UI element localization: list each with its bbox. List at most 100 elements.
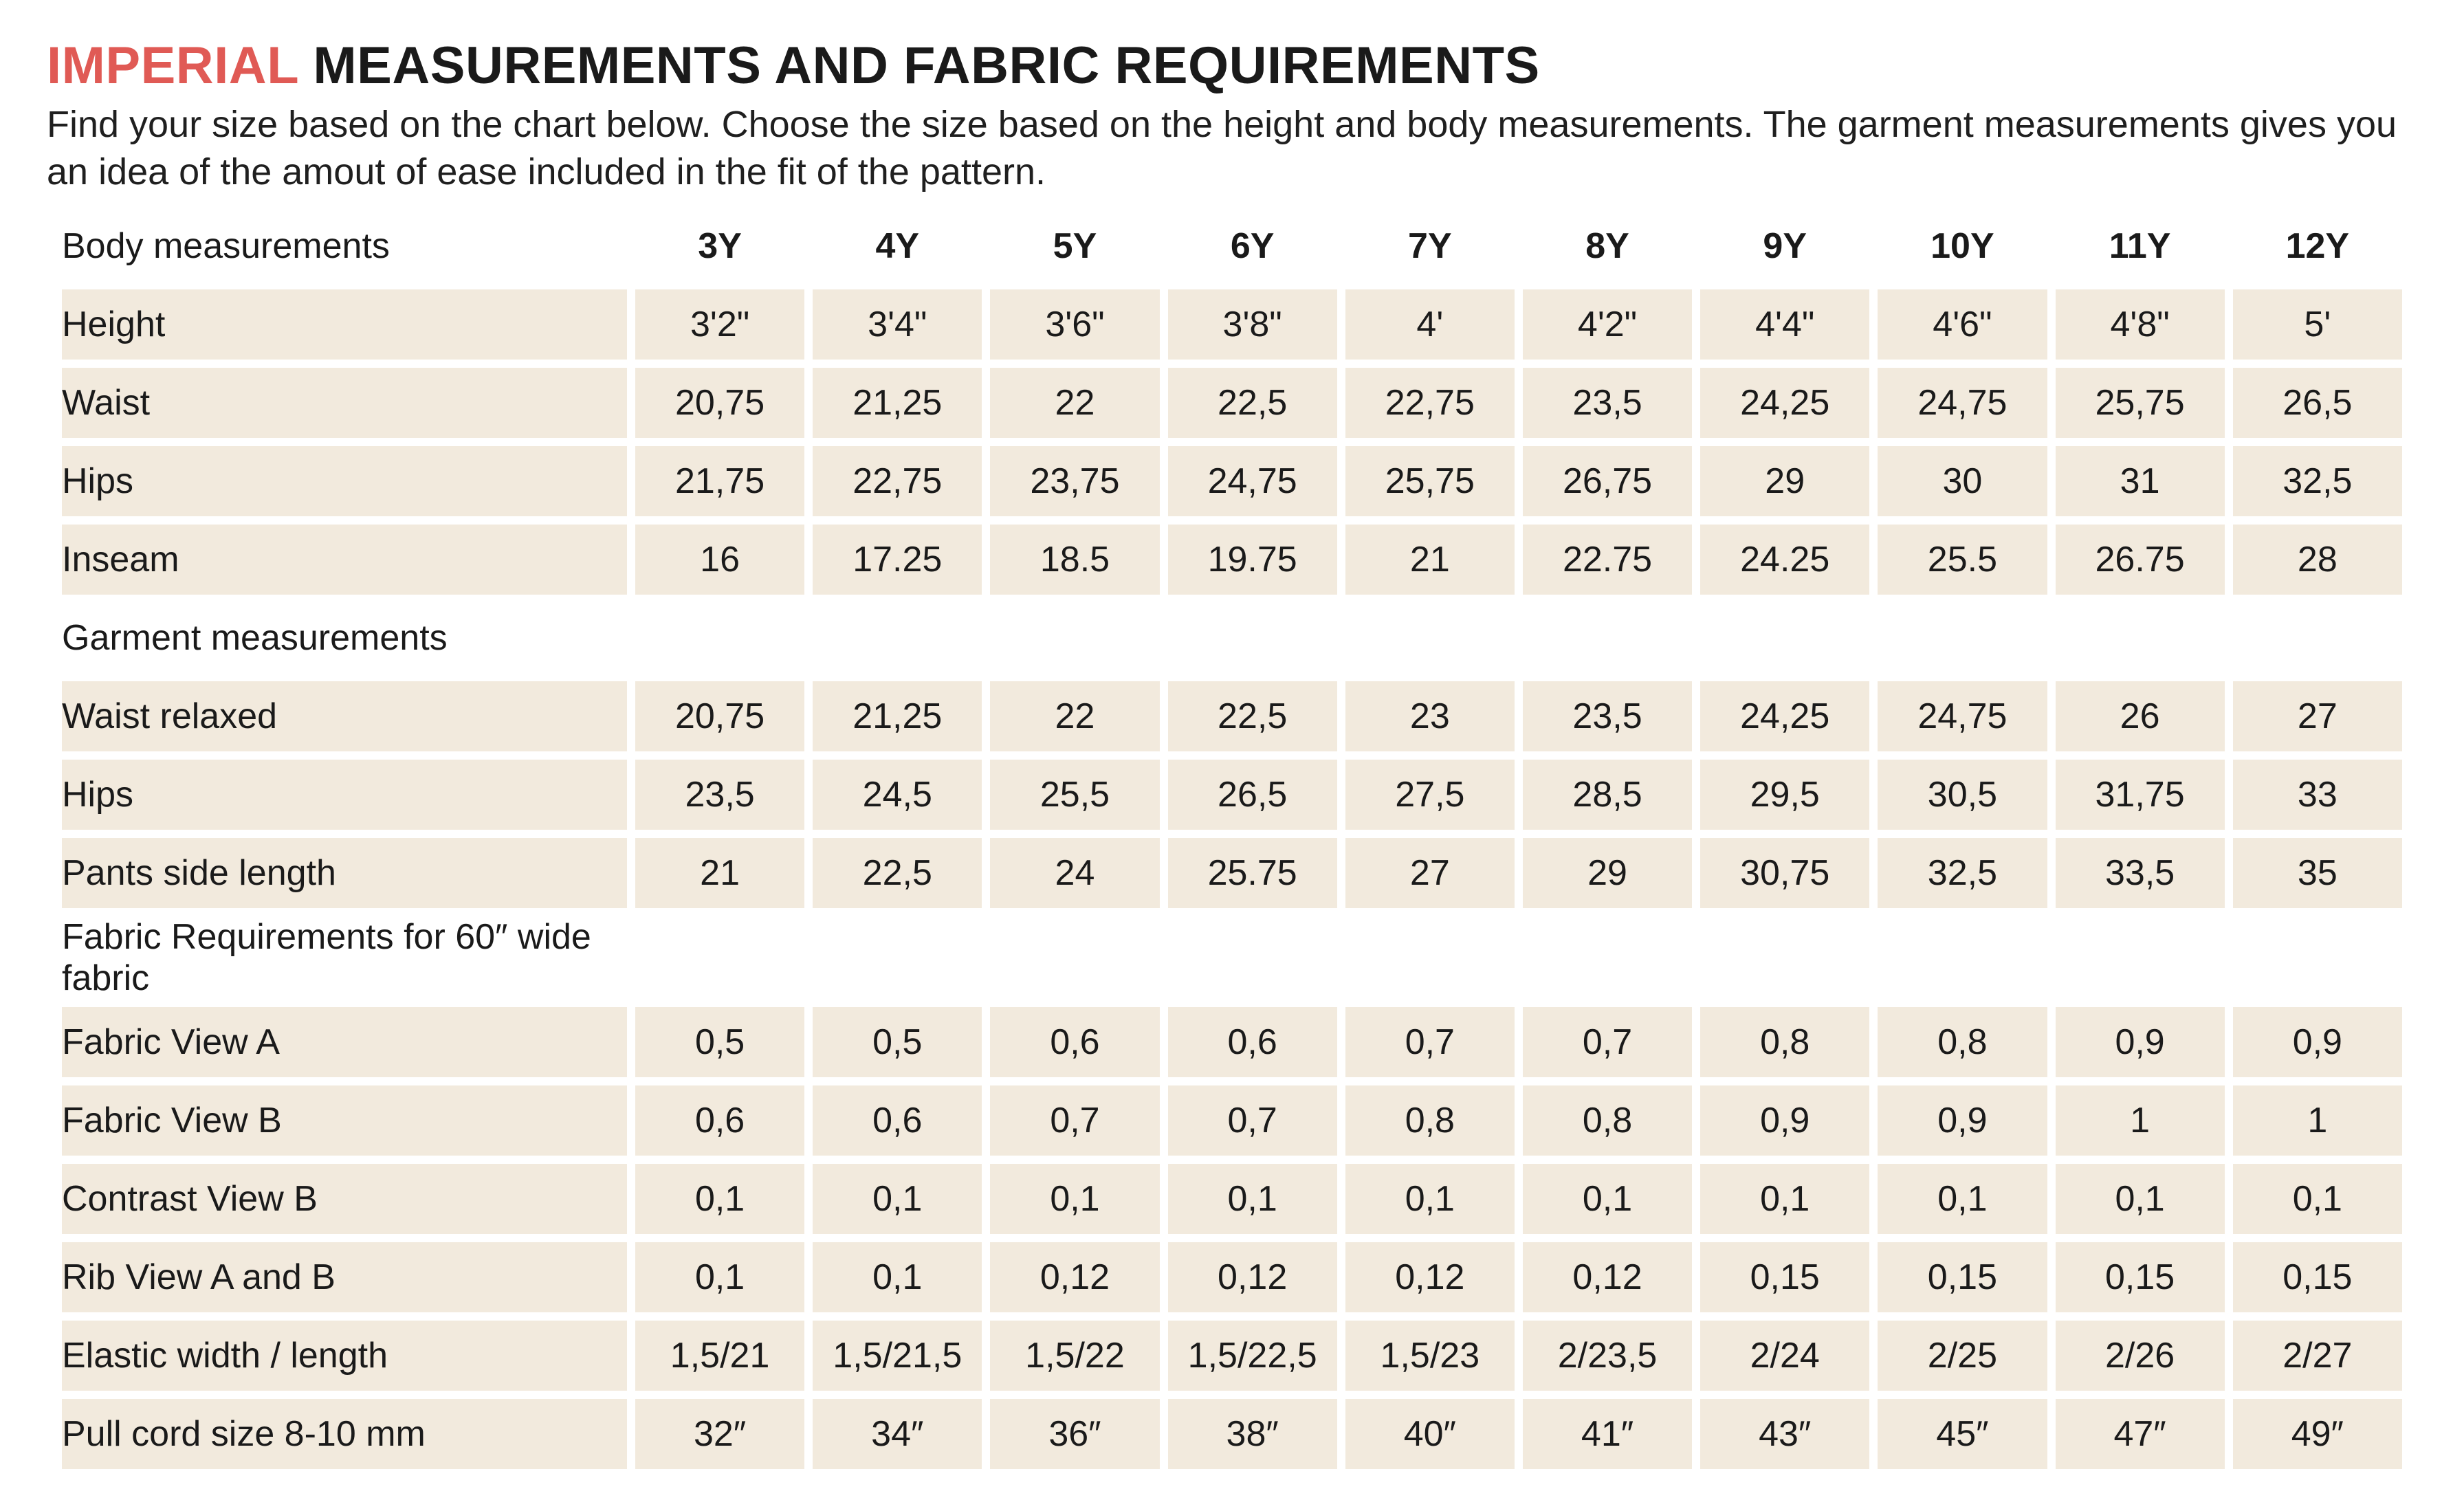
table-cell: 23	[1345, 681, 1515, 751]
row-label: Inseam	[62, 525, 627, 595]
section-heading: Fabric Requirements for 60″ wide fabric	[62, 917, 591, 998]
table-cell: 3'8"	[1167, 289, 1337, 360]
size-header: 9Y	[1763, 226, 1807, 266]
section-heading: Body measurements	[62, 226, 390, 266]
table-cell: 21	[635, 838, 805, 908]
table-cell: 3'2"	[635, 289, 805, 360]
table-cell: 40″	[1345, 1399, 1515, 1469]
table-cell: 0,8	[1345, 1085, 1515, 1156]
table-cell: 30,75	[1700, 838, 1870, 908]
table-row: Pull cord size 8-10 mm 32″ 34″ 36″ 38″ 40″ 41″…	[62, 1399, 2402, 1469]
table-cell: 36″	[990, 1399, 1160, 1469]
table-cell: 0,7	[990, 1085, 1160, 1156]
table-row: Contrast View B 0,1 0,1 0,1 0,1 0,1 0,1 0,1 0,1 0…	[62, 1164, 2402, 1234]
table-cell: 24	[990, 838, 1160, 908]
table-cell: 0,1	[1522, 1164, 1693, 1234]
table-cell: 1,5/23	[1345, 1321, 1515, 1391]
size-header: 8Y	[1585, 226, 1629, 266]
empty-header-cell	[1878, 916, 2047, 999]
table-cell: 20,75	[635, 368, 805, 438]
row-label: Pants side length	[62, 838, 627, 908]
table-cell: 0,1	[635, 1242, 805, 1312]
size-chart-table: Body measurements 3Y 4Y 5Y 6Y 7Y 8Y 9Y 10Y 11Y 12Y…	[54, 203, 2410, 1477]
table-cell: 2/25	[1878, 1321, 2047, 1391]
table-cell: 43″	[1700, 1399, 1870, 1469]
table-cell: 32,5	[2232, 446, 2402, 516]
page-title: IMPERIAL MEASUREMENTS AND FABRIC REQUIRE…	[47, 36, 2426, 96]
table-cell: 0,7	[1167, 1085, 1337, 1156]
table-cell: 25,75	[2055, 368, 2225, 438]
table-cell: 4'	[1345, 289, 1515, 360]
table-cell: 0,8	[1878, 1007, 2047, 1077]
table-cell: 24.25	[1700, 525, 1870, 595]
table-cell: 4'4"	[1700, 289, 1870, 360]
table-cell: 21,75	[635, 446, 805, 516]
table-cell: 22	[990, 368, 1160, 438]
empty-header-cell	[1168, 603, 1337, 673]
table-cell: 3'6"	[990, 289, 1160, 360]
row-label: Contrast View B	[62, 1164, 627, 1234]
table-cell: 23,5	[1522, 368, 1693, 438]
empty-header-cell	[813, 603, 982, 673]
table-cell: 47″	[2055, 1399, 2225, 1469]
table-cell: 22,75	[813, 446, 982, 516]
table-cell: 0,1	[1345, 1164, 1515, 1234]
table-cell: 0,6	[635, 1085, 805, 1156]
row-label: Pull cord size 8-10 mm	[62, 1399, 627, 1469]
empty-header-cell	[2233, 603, 2402, 673]
size-header: 12Y	[2285, 226, 2350, 266]
table-cell: 26,75	[1522, 446, 1693, 516]
table-cell: 27	[2232, 681, 2402, 751]
table-cell: 29	[1522, 838, 1693, 908]
size-header: 11Y	[2109, 226, 2171, 266]
table-cell: 0,7	[1522, 1007, 1693, 1077]
table-cell: 33	[2232, 760, 2402, 830]
table-cell: 22,5	[813, 838, 982, 908]
table-row: Elastic width / length 1,5/21 1,5/21,5 1,5/…	[62, 1321, 2402, 1391]
table-cell: 30,5	[1878, 760, 2047, 830]
table-cell: 49″	[2232, 1399, 2402, 1469]
table-cell: 19.75	[1167, 525, 1337, 595]
table-row: Rib View A and B 0,1 0,1 0,12 0,12 0,12 0,12 0,…	[62, 1242, 2402, 1312]
section-heading: Garment measurements	[62, 618, 448, 658]
table-cell: 24,25	[1700, 368, 1870, 438]
table-cell: 27	[1345, 838, 1515, 908]
table-cell: 1,5/21	[635, 1321, 805, 1391]
empty-header-cell	[1700, 916, 1869, 999]
table-cell: 26	[2055, 681, 2225, 751]
table-row: Waist relaxed 20,75 21,25 22 22,5 23 23,5 24,25…	[62, 681, 2402, 751]
table-cell: 24,75	[1878, 368, 2047, 438]
table-cell: 0,12	[1522, 1242, 1693, 1312]
table-cell: 0,12	[1167, 1242, 1337, 1312]
row-label: Fabric View A	[62, 1007, 627, 1077]
table-cell: 23,75	[990, 446, 1160, 516]
table-row: Inseam 16 17.25 18.5 19.75 21 22.75 24.25 25.5 26…	[62, 525, 2402, 595]
row-label: Hips	[62, 760, 627, 830]
table-row: Fabric View B 0,6 0,6 0,7 0,7 0,8 0,8 0,9 0,9 1 1	[62, 1085, 2402, 1156]
table-cell: 5'	[2232, 289, 2402, 360]
table-cell: 0,12	[990, 1242, 1160, 1312]
table-cell: 26.75	[2055, 525, 2225, 595]
table-cell: 0,5	[635, 1007, 805, 1077]
empty-header-cell	[2056, 916, 2225, 999]
table-cell: 1,5/22,5	[1167, 1321, 1337, 1391]
table-row: Hips 23,5 24,5 25,5 26,5 27,5 28,5 29,5 30,5 31,7…	[62, 760, 2402, 830]
empty-header-cell	[1878, 603, 2047, 673]
table-cell: 4'6"	[1878, 289, 2047, 360]
empty-header-cell	[1345, 916, 1515, 999]
table-cell: 17.25	[813, 525, 982, 595]
table-cell: 0,1	[813, 1242, 982, 1312]
table-cell: 31,75	[2055, 760, 2225, 830]
intro-text: Find your size based on the chart below.…	[47, 104, 2397, 192]
table-cell: 26,5	[1167, 760, 1337, 830]
table-cell: 26,5	[2232, 368, 2402, 438]
size-header: 7Y	[1408, 226, 1452, 266]
table-row: Pants side length 21 22,5 24 25.75 27 29 30,75 3…	[62, 838, 2402, 908]
table-cell: 41″	[1522, 1399, 1693, 1469]
table-cell: 23,5	[635, 760, 805, 830]
table-cell: 22,5	[1167, 681, 1337, 751]
table-cell: 22,75	[1345, 368, 1515, 438]
empty-header-cell	[2233, 916, 2402, 999]
table-cell: 0,1	[1700, 1164, 1870, 1234]
empty-header-cell	[813, 916, 982, 999]
